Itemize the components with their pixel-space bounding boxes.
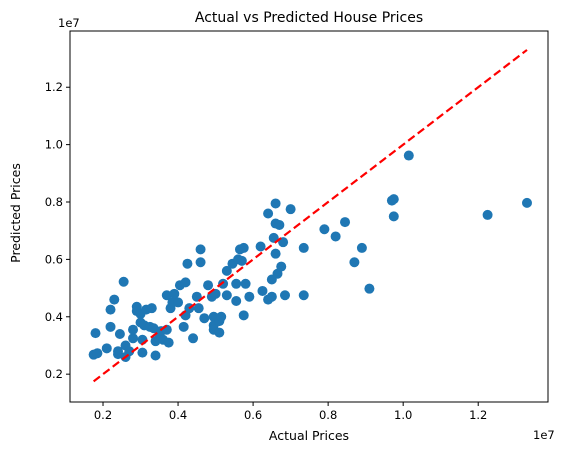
y-tick-label: 1.0 (45, 138, 63, 152)
data-point (128, 333, 138, 343)
data-point (214, 328, 224, 338)
x-tick-label: 0.2 (94, 408, 112, 422)
data-point (522, 198, 532, 208)
data-point (263, 208, 273, 218)
data-point (286, 204, 296, 214)
data-point (239, 243, 249, 253)
data-point (216, 312, 226, 322)
data-point (237, 256, 247, 266)
data-point (199, 313, 209, 323)
data-point (181, 277, 191, 287)
data-point (115, 329, 125, 339)
data-point (364, 284, 374, 294)
data-point (151, 351, 161, 361)
data-point (231, 296, 241, 306)
data-point (102, 343, 112, 353)
data-point (349, 257, 359, 267)
y-tick-label: 0.4 (45, 310, 63, 324)
data-point (106, 322, 116, 332)
data-point (299, 243, 309, 253)
data-point (267, 292, 277, 302)
data-point (182, 259, 192, 269)
data-point (244, 292, 254, 302)
data-point (271, 249, 281, 259)
data-point (92, 348, 102, 358)
data-point (91, 328, 101, 338)
x-tick-label: 0.6 (244, 408, 262, 422)
data-point (231, 279, 241, 289)
data-point (331, 231, 341, 241)
x-tick-label: 0.4 (169, 408, 187, 422)
y-tick-label: 0.8 (45, 195, 63, 209)
data-point (109, 295, 119, 305)
y-tick-label: 0.2 (45, 367, 63, 381)
data-point (299, 290, 309, 300)
y-axis-offset-label: 1e7 (58, 16, 80, 30)
data-point (169, 289, 179, 299)
data-point (280, 290, 290, 300)
data-point (389, 211, 399, 221)
x-tick-label: 1.2 (469, 408, 487, 422)
data-point (271, 198, 281, 208)
x-tick-label: 1.0 (394, 408, 412, 422)
data-point (241, 279, 251, 289)
data-points (89, 151, 532, 362)
data-point (274, 220, 284, 230)
x-axis-offset-label: 1e7 (533, 428, 555, 442)
data-point (222, 290, 232, 300)
data-point (319, 224, 329, 234)
data-point (147, 303, 157, 313)
data-point (173, 297, 183, 307)
data-point (196, 244, 206, 254)
y-axis-label: Predicted Prices (8, 163, 23, 263)
data-point (357, 243, 367, 253)
data-point (257, 286, 267, 296)
data-point (196, 257, 206, 267)
data-point (256, 241, 266, 251)
data-point (276, 262, 286, 272)
data-point (389, 194, 399, 204)
x-axis-label: Actual Prices (269, 428, 349, 443)
y-tick-label: 1.2 (45, 80, 63, 94)
y-tick-label: 0.6 (45, 252, 63, 266)
data-point (128, 325, 138, 335)
data-point (137, 348, 147, 358)
data-point (164, 338, 174, 348)
data-point (203, 280, 213, 290)
data-point (119, 277, 129, 287)
data-point (239, 310, 249, 320)
data-point (188, 333, 198, 343)
data-point (340, 217, 350, 227)
data-point (179, 322, 189, 332)
data-point (106, 305, 116, 315)
data-point (404, 151, 414, 161)
x-tick-label: 0.8 (319, 408, 337, 422)
data-point (483, 210, 493, 220)
chart-title: Actual vs Predicted House Prices (195, 10, 423, 26)
